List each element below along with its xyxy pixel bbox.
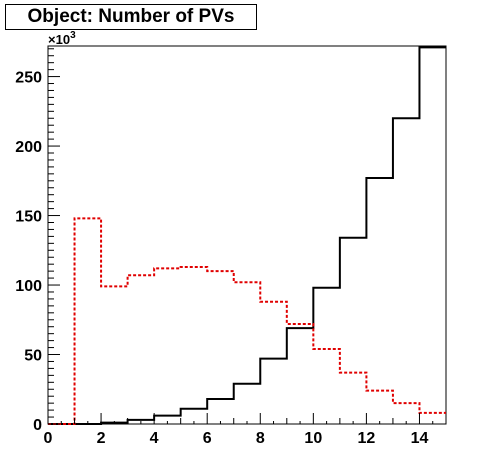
y-tick-label: 200 bbox=[15, 139, 42, 156]
y-tick-label: 0 bbox=[33, 417, 42, 434]
y-tick-label: 100 bbox=[15, 278, 42, 295]
axis-layer: 0 2 4 6 8 10 12 14 0 50 100 150 200 250 bbox=[15, 48, 447, 447]
x-tick-label: 14 bbox=[411, 430, 429, 447]
x-tick-label: 0 bbox=[44, 430, 53, 447]
y-tick-label: 250 bbox=[15, 70, 42, 87]
x-tick-label: 2 bbox=[97, 430, 106, 447]
x-tick-label: 6 bbox=[203, 430, 212, 447]
x-tick-label: 10 bbox=[304, 430, 322, 447]
y-axis-multiplier: ×103 bbox=[48, 30, 76, 47]
y-tick-label: 150 bbox=[15, 209, 42, 226]
plot-frame bbox=[47, 45, 447, 425]
y-tick-label: 50 bbox=[24, 348, 42, 365]
chart-title-box: Object: Number of PVs bbox=[5, 4, 257, 30]
chart-title: Object: Number of PVs bbox=[27, 6, 235, 27]
y-axis-multiplier-base: ×10 bbox=[48, 32, 70, 47]
histogram-series-2 bbox=[48, 217, 446, 425]
y-axis-multiplier-exponent: 3 bbox=[70, 30, 76, 41]
x-tick-label: 8 bbox=[256, 430, 265, 447]
x-tick-label: 12 bbox=[358, 430, 376, 447]
histogram-series-1 bbox=[48, 46, 446, 425]
series-layer bbox=[48, 46, 446, 425]
x-tick-label: 4 bbox=[150, 430, 159, 447]
